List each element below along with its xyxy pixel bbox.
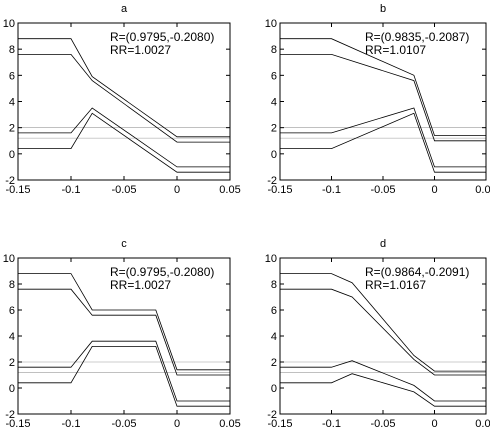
annotation-text: R=(0.9795,-0.2080) — [110, 265, 214, 279]
y-tick-label: 0 — [9, 149, 15, 161]
y-tick-label: 10 — [265, 18, 277, 30]
x-tick-label: 0 — [431, 418, 437, 430]
y-tick-label: 4 — [271, 97, 277, 109]
series-line — [18, 340, 230, 402]
annotation-text: RR=1.0167 — [365, 278, 426, 292]
y-tick-label: 2 — [271, 357, 277, 369]
x-tick-label: 0.05 — [475, 184, 490, 196]
y-tick-label: 2 — [9, 123, 15, 135]
panel-title: b — [380, 3, 386, 15]
x-tick-label: -0.1 — [62, 184, 81, 196]
y-tick-label: 10 — [3, 253, 15, 265]
x-tick-label: -0.1 — [62, 418, 81, 430]
series-line — [18, 112, 230, 173]
y-tick-label: 10 — [265, 253, 277, 265]
x-tick-label: -0.1 — [322, 418, 341, 430]
x-tick-label: 0 — [174, 418, 180, 430]
y-tick-label: 6 — [9, 305, 15, 317]
x-tick-label: 0.05 — [219, 418, 240, 430]
series-line — [18, 54, 230, 143]
x-tick-label: -0.05 — [370, 418, 395, 430]
chart-panel-b: -0.15 -0.1 -0.05 0 0.05 -2 0 2 4 6 8 10 b R=(0.9835,-… — [265, 3, 490, 196]
y-tick-label: 6 — [271, 305, 277, 317]
y-tick-label: -2 — [267, 175, 277, 187]
y-tick-label: 0 — [9, 383, 15, 395]
series-line — [280, 112, 486, 173]
y-tick-label: 4 — [9, 331, 15, 343]
y-tick-label: 4 — [9, 97, 15, 109]
y-tick-label: 4 — [271, 331, 277, 343]
y-tick-label: -2 — [267, 409, 277, 421]
y-tick-label: -2 — [5, 175, 15, 187]
annotation-text: R=(0.9795,-0.2080) — [110, 30, 214, 44]
y-tick-label: 2 — [271, 123, 277, 135]
series-line — [280, 38, 486, 136]
x-tick-label: -0.05 — [111, 184, 136, 196]
series-line — [280, 360, 486, 402]
x-tick-label: -0.15 — [267, 184, 292, 196]
y-tick-label: 10 — [3, 18, 15, 30]
x-tick-label: 0 — [431, 184, 437, 196]
series-line — [18, 38, 230, 138]
panel-title: a — [121, 3, 128, 15]
y-tick-label: 8 — [9, 44, 15, 56]
x-tick-label: 0 — [174, 184, 180, 196]
series-line — [18, 345, 230, 407]
x-tick-label: 0.05 — [219, 184, 240, 196]
series-line — [280, 54, 486, 142]
y-tick-label: 2 — [9, 357, 15, 369]
chart-panel-c: -0.15 -0.1 -0.05 0 0.05 -2 0 2 4 6 8 10 c R=(0.9795,-… — [3, 238, 241, 430]
x-tick-label: -0.05 — [111, 418, 136, 430]
x-tick-label: -0.1 — [322, 184, 341, 196]
annotation-text: R=(0.9835,-0.2087) — [365, 30, 469, 44]
x-tick-label: -0.15 — [267, 418, 292, 430]
series-line — [280, 273, 486, 372]
y-tick-label: 0 — [271, 149, 277, 161]
x-tick-label: -0.05 — [370, 184, 395, 196]
annotation-text: RR=1.0027 — [110, 278, 171, 292]
chart-panel-d: -0.15 -0.1 -0.05 0 0.05 -2 0 2 4 6 8 10 d R=(0.9864,-… — [265, 238, 490, 430]
y-tick-label: 6 — [9, 70, 15, 82]
annotation-text: RR=1.0107 — [365, 43, 426, 57]
y-tick-label: 0 — [271, 383, 277, 395]
panel-title: c — [121, 238, 127, 250]
series-line — [18, 273, 230, 371]
y-tick-label: 8 — [9, 279, 15, 291]
x-tick-label: -0.15 — [5, 418, 30, 430]
series-line — [18, 288, 230, 376]
series-line — [280, 107, 486, 168]
annotation-text: R=(0.9864,-0.2091) — [365, 265, 469, 279]
y-tick-label: 8 — [271, 279, 277, 291]
y-tick-label: -2 — [5, 409, 15, 421]
x-tick-label: -0.15 — [5, 184, 30, 196]
series-line — [280, 288, 486, 376]
x-tick-label: 0.05 — [475, 418, 490, 430]
series-line — [18, 107, 230, 168]
chart-panel-a: -0.15 -0.1 -0.05 0 0.05 -2 0 2 4 6 8 10 a R=(0.9795,-… — [3, 3, 241, 196]
annotation-text: RR=1.0027 — [110, 43, 171, 57]
y-tick-label: 8 — [271, 44, 277, 56]
panel-title: d — [380, 238, 386, 250]
y-tick-label: 6 — [271, 70, 277, 82]
series-line — [280, 373, 486, 407]
